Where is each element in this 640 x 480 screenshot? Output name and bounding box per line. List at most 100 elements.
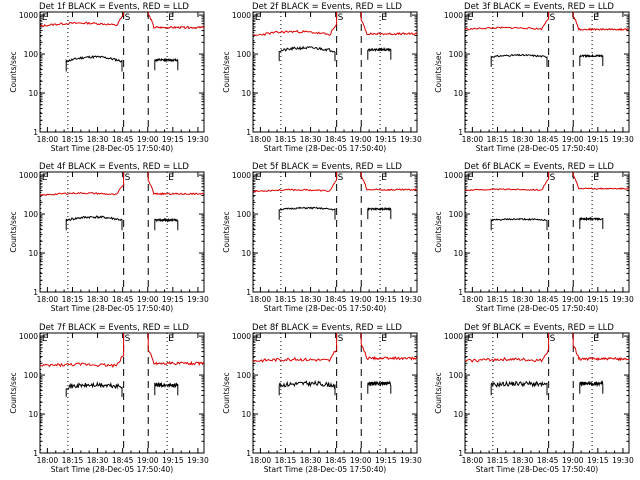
y-tick-label: 100 — [449, 371, 464, 380]
x-tick-label: 18:45 — [112, 456, 134, 465]
x-tick-label: 18:15 — [62, 135, 84, 144]
x-tick-label: 19:30 — [612, 456, 634, 465]
x-tick-label: 18:00 — [37, 456, 59, 465]
marker-label-e: E — [593, 173, 599, 183]
x-tick-label: 18:30 — [87, 295, 109, 304]
marker-label-e: E — [255, 334, 261, 344]
y-axis-label: Counts/sec — [434, 372, 443, 413]
marker-label-s: S — [338, 173, 344, 183]
x-tick-label: 18:30 — [512, 456, 534, 465]
lld-series-line — [147, 172, 205, 196]
x-tick-label: 18:30 — [87, 135, 109, 144]
x-axis-label: Start Time (28-Dec-05 17:50:40) — [476, 144, 598, 153]
marker-label-e: E — [467, 334, 473, 344]
x-tick-label: 18:15 — [275, 456, 297, 465]
y-axis-label: Counts/sec — [9, 51, 18, 92]
y-tick-label: 10 — [241, 89, 251, 98]
events-series-line — [490, 53, 548, 67]
x-tick-label: 18:15 — [487, 456, 509, 465]
lld-series-line — [147, 333, 205, 367]
marker-label-s: S — [338, 13, 344, 23]
y-tick-label: 10 — [28, 410, 38, 419]
x-axis-label: Start Time (28-Dec-05 17:50:40) — [476, 304, 598, 313]
events-series-line — [65, 55, 123, 72]
y-tick-label: 100 — [24, 50, 39, 59]
x-tick-label: 19:00 — [137, 295, 159, 304]
y-axis-label: Counts/sec — [9, 372, 18, 413]
y-tick-label: 10 — [241, 249, 251, 258]
x-tick-label: 18:45 — [537, 456, 559, 465]
plot-frame — [464, 332, 630, 454]
x-tick-label: 18:15 — [275, 135, 297, 144]
x-tick-label: 18:00 — [37, 295, 59, 304]
y-tick-label: 10 — [28, 89, 38, 98]
y-tick-label: 1 — [458, 449, 463, 458]
x-tick-label: 18:00 — [250, 295, 272, 304]
y-tick-label: 1000 — [232, 332, 251, 341]
lld-series-line — [464, 333, 550, 363]
panel-title: Det 6f BLACK = Events, RED = LLD — [464, 162, 614, 172]
y-tick-label: 100 — [237, 210, 252, 219]
x-axis-label: Start Time (28-Dec-05 17:50:40) — [51, 465, 173, 474]
x-tick-label: 18:00 — [462, 456, 484, 465]
marker-label-e: E — [42, 13, 48, 23]
y-tick-label: 100 — [449, 210, 464, 219]
x-tick-label: 19:15 — [375, 295, 397, 304]
y-tick-label: 1000 — [232, 11, 251, 20]
x-tick-label: 19:00 — [137, 135, 159, 144]
y-axis-label: Counts/sec — [9, 211, 18, 252]
marker-label-s: S — [550, 334, 556, 344]
panel-title: Det 5f BLACK = Events, RED = LLD — [252, 162, 402, 172]
x-tick-label: 18:00 — [462, 135, 484, 144]
lld-series-line — [572, 12, 629, 32]
marker-label-e: E — [255, 13, 261, 23]
lld-series-line — [572, 172, 630, 190]
lld-series-line — [253, 12, 338, 37]
lld-series-line — [572, 333, 630, 362]
events-series-line — [154, 381, 179, 396]
y-tick-label: 1 — [246, 288, 251, 297]
marker-label-e: E — [168, 173, 174, 183]
x-tick-label: 18:30 — [512, 295, 534, 304]
x-tick-label: 18:15 — [487, 135, 509, 144]
x-tick-label: 18:30 — [300, 135, 322, 144]
plot-frame — [464, 171, 630, 293]
events-series-line — [154, 217, 179, 231]
x-axis-label: Start Time (28-Dec-05 17:50:40) — [264, 304, 386, 313]
y-tick-label: 1000 — [444, 171, 463, 180]
x-axis-label: Start Time (28-Dec-05 17:50:40) — [264, 465, 386, 474]
events-series-line — [367, 380, 392, 394]
marker-label-e: E — [255, 173, 261, 183]
x-tick-label: 19:15 — [162, 295, 184, 304]
y-axis-label: Counts/sec — [434, 211, 443, 252]
events-series-line — [579, 216, 604, 229]
lld-series-line — [360, 172, 417, 192]
lld-series-line — [39, 333, 125, 369]
x-tick-label: 19:00 — [350, 295, 372, 304]
panel-title: Det 4f BLACK = Events, RED = LLD — [39, 162, 189, 172]
x-tick-label: 19:00 — [562, 135, 584, 144]
lld-series-line — [147, 12, 205, 30]
y-tick-label: 1 — [33, 128, 38, 137]
x-tick-label: 19:00 — [350, 135, 372, 144]
y-tick-label: 1000 — [232, 171, 251, 180]
plot-frame — [39, 11, 205, 133]
plot-frame — [252, 171, 418, 293]
marker-label-s: S — [125, 13, 131, 23]
marker-label-e: E — [467, 173, 473, 183]
y-tick-label: 1 — [458, 288, 463, 297]
x-tick-label: 19:15 — [375, 456, 397, 465]
panel-title: Det 9f BLACK = Events, RED = LLD — [464, 323, 614, 333]
marker-label-e: E — [168, 334, 174, 344]
x-tick-label: 19:30 — [612, 295, 634, 304]
lld-series-line — [464, 12, 550, 31]
y-tick-label: 10 — [453, 249, 463, 258]
panel-det-9: Det 9f BLACK = Events, RED = LLD 1 10 100 10… — [434, 323, 634, 474]
y-axis-label: Counts/sec — [222, 372, 231, 413]
y-tick-label: 100 — [237, 371, 252, 380]
x-tick-label: 19:30 — [187, 295, 209, 304]
x-tick-label: 19:30 — [612, 135, 634, 144]
events-series-line — [367, 206, 392, 220]
x-axis-label: Start Time (28-Dec-05 17:50:40) — [51, 144, 173, 153]
x-tick-label: 18:00 — [250, 135, 272, 144]
